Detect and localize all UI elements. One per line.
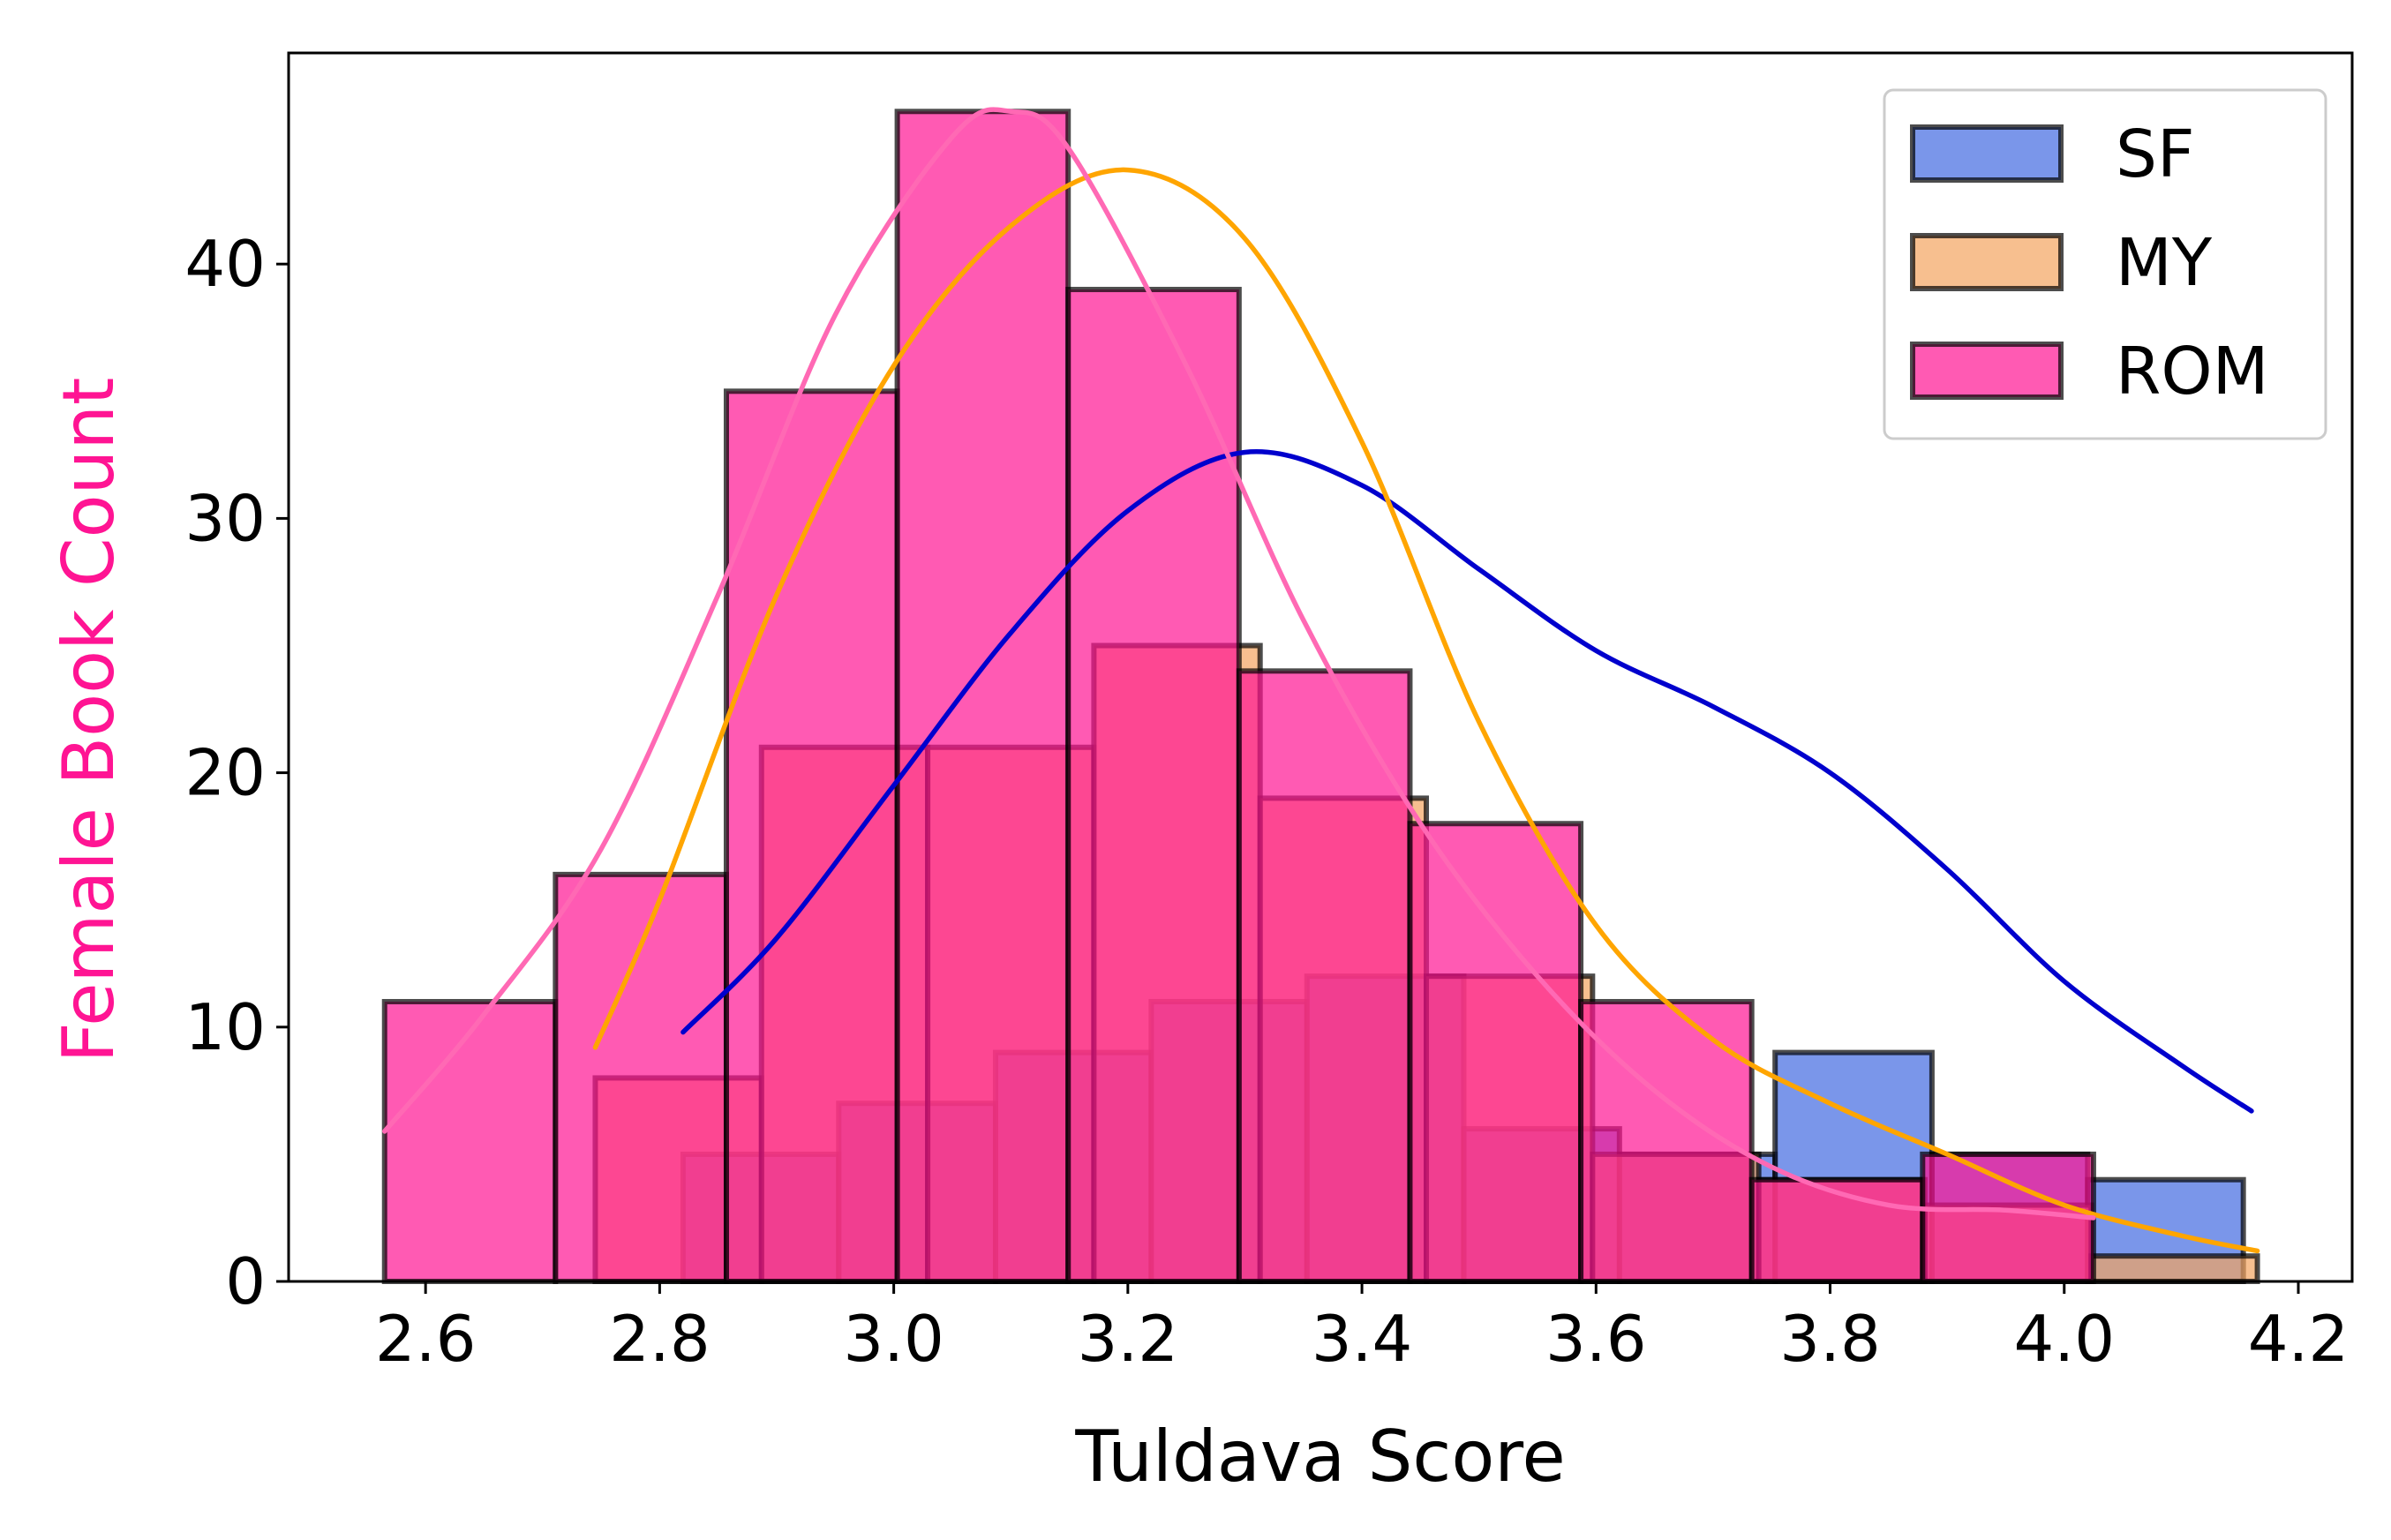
plot-frame bbox=[287, 51, 2354, 1283]
legend-label-sf: SF bbox=[2116, 116, 2195, 192]
x-tick-label: 4.2 bbox=[2248, 1302, 2350, 1376]
y-tick-label: 10 bbox=[184, 990, 266, 1064]
legend: SF MY ROM bbox=[1883, 88, 2327, 440]
bar-rom-9 bbox=[1920, 1151, 2096, 1285]
x-tick-label: 4.0 bbox=[2014, 1302, 2116, 1376]
x-tick-label: 2.8 bbox=[609, 1302, 711, 1376]
y-tick-label: 30 bbox=[184, 481, 266, 555]
kde-line-sf bbox=[680, 449, 2254, 1114]
y-axis-ticks: 0 10 20 30 40 bbox=[184, 227, 289, 1318]
legend-label-rom: ROM bbox=[2116, 334, 2269, 409]
bar-rom-6 bbox=[1407, 821, 1584, 1284]
bar-my-9 bbox=[2088, 1253, 2260, 1285]
bar-rom-3 bbox=[894, 109, 1071, 1284]
bar-rom-1 bbox=[553, 871, 729, 1284]
legend-swatch-rom bbox=[1910, 342, 2064, 400]
legend-swatch-sf bbox=[1910, 124, 2064, 183]
y-tick-label: 20 bbox=[184, 736, 266, 810]
legend-swatch-my bbox=[1910, 233, 2064, 291]
y-tick-label: 40 bbox=[184, 227, 266, 301]
kde-line-my bbox=[592, 167, 2260, 1254]
y-tick-label: 0 bbox=[225, 1244, 266, 1318]
x-tick-label: 2.6 bbox=[375, 1302, 477, 1376]
x-axis-label: Tuldava Score bbox=[1074, 1416, 1565, 1498]
x-tick-label: 3.6 bbox=[1545, 1302, 1647, 1376]
bar-rom-0 bbox=[381, 998, 559, 1284]
x-tick-label: 3.0 bbox=[843, 1302, 944, 1376]
x-tick-label: 3.4 bbox=[1312, 1302, 1413, 1376]
y-axis-label: Female Book Count bbox=[48, 378, 130, 1063]
x-tick-label: 3.2 bbox=[1078, 1302, 1179, 1376]
x-tick-label: 3.8 bbox=[1779, 1302, 1881, 1376]
bar-rom-8 bbox=[1748, 1176, 1926, 1284]
x-axis-ticks: 2.6 2.8 3.0 3.2 3.4 3.6 3.8 4.0 4.2 bbox=[375, 1281, 2349, 1376]
kde-line-rom bbox=[381, 107, 2096, 1221]
legend-label-my: MY bbox=[2116, 225, 2213, 301]
kde-curves bbox=[381, 107, 2260, 1254]
bar-rom-4 bbox=[1065, 287, 1242, 1284]
bar-rom-2 bbox=[723, 388, 900, 1285]
